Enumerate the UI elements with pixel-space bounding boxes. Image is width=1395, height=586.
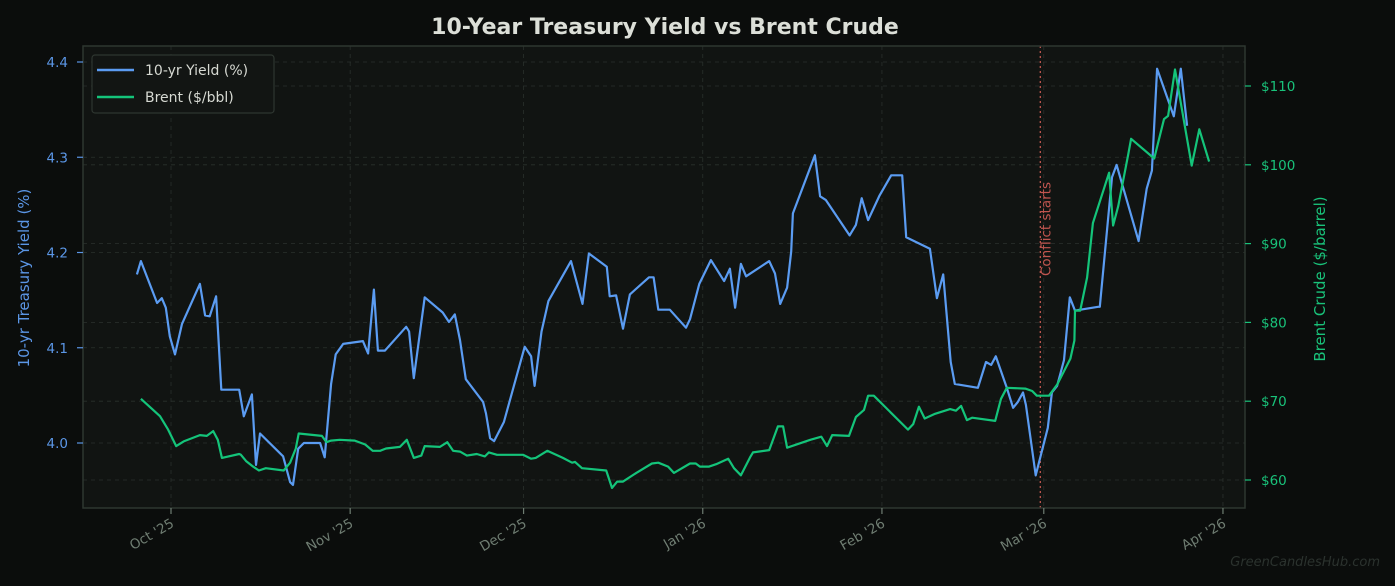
conflict-annotation: Conflict starts bbox=[1038, 46, 1054, 508]
plot-frame bbox=[82, 45, 1246, 509]
legend-label-yield: 10-yr Yield (%) bbox=[145, 63, 248, 79]
left-axis-label: 10-yr Treasury Yield (%) bbox=[15, 189, 33, 368]
watermark: GreenCandlesHub.com bbox=[1230, 555, 1380, 570]
left-tick-label: 4.3 bbox=[47, 150, 68, 166]
right-tick-label: $100 bbox=[1261, 158, 1295, 174]
series-lines bbox=[135, 67, 1211, 489]
right-axis-label: Brent Crude ($/barrel) bbox=[1311, 196, 1329, 361]
gridlines bbox=[83, 46, 1245, 508]
yield-line bbox=[135, 67, 1189, 486]
annotation-label: Conflict starts bbox=[1038, 182, 1054, 276]
right-y-axis: $60 $70 $80 $90 $100 $110 bbox=[1245, 79, 1295, 489]
right-tick-label: $80 bbox=[1261, 315, 1287, 331]
left-tick-label: 4.2 bbox=[47, 246, 68, 262]
chart-title: 10-Year Treasury Yield vs Brent Crude bbox=[431, 15, 899, 40]
left-tick-label: 4.4 bbox=[47, 55, 68, 71]
legend-box bbox=[91, 54, 275, 114]
left-y-axis: 4.0 4.1 4.2 4.3 4.4 bbox=[47, 55, 83, 452]
legend-label-brent: Brent ($/bbl) bbox=[145, 90, 234, 106]
left-tick-label: 4.0 bbox=[47, 436, 68, 452]
brent-line bbox=[140, 68, 1211, 489]
plot-area bbox=[83, 46, 1245, 508]
left-tick-label: 4.1 bbox=[47, 341, 68, 357]
right-tick-label: $110 bbox=[1261, 79, 1295, 95]
right-tick-label: $60 bbox=[1261, 473, 1287, 489]
right-tick-label: $90 bbox=[1261, 237, 1287, 253]
legend: 10-yr Yield (%) Brent ($/bbl) bbox=[91, 54, 275, 114]
right-tick-label: $70 bbox=[1261, 394, 1287, 410]
